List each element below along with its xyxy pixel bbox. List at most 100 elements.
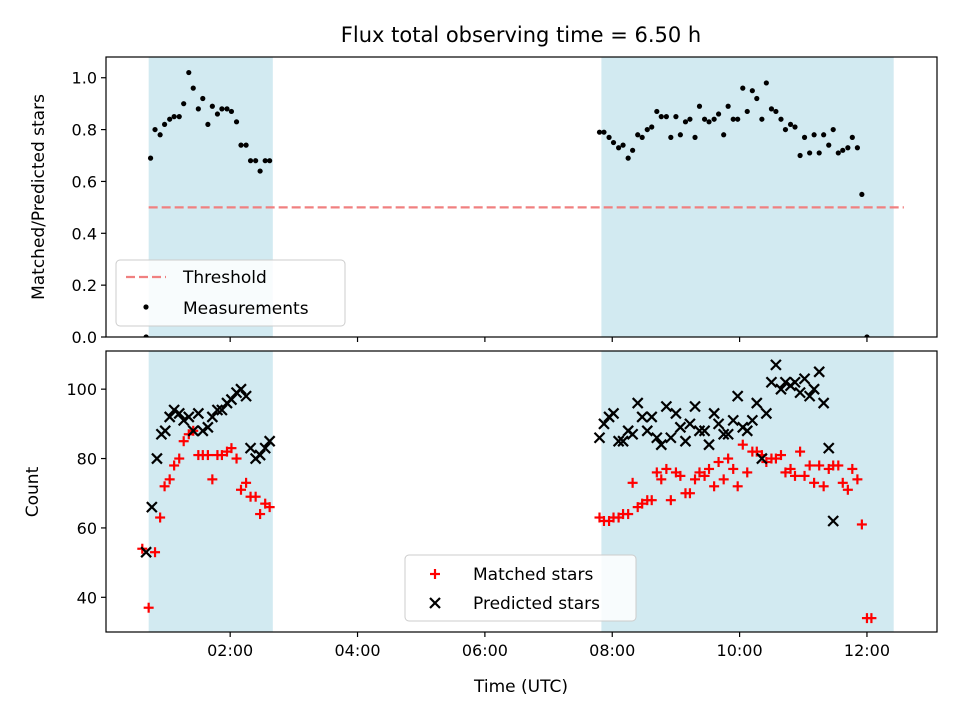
count-point-1-26 xyxy=(263,435,276,447)
ratio-point-0-48 xyxy=(696,103,703,109)
legend-threshold-label: Threshold xyxy=(182,268,267,288)
ratio-point-0-51 xyxy=(711,116,717,122)
x-tick-label-1: 04:00 xyxy=(334,641,380,660)
ratio-point-0-63 xyxy=(768,106,775,112)
count-point-1-61 xyxy=(756,452,768,465)
count-point-0-80 xyxy=(847,463,858,474)
count-point-1-58 xyxy=(741,425,754,437)
count-point-1-48 xyxy=(693,425,706,437)
count-point-0-53 xyxy=(718,474,729,485)
count-point-0-68 xyxy=(789,470,800,481)
count-point-0-56 xyxy=(732,481,743,492)
count-observing-window-1 xyxy=(601,351,894,632)
count-point-0-77 xyxy=(833,460,844,471)
count-point-1-41 xyxy=(660,400,673,413)
count-point-1-53 xyxy=(717,428,730,441)
count-point-1-7 xyxy=(173,407,186,420)
count-point-0-26 xyxy=(264,502,275,513)
bottom-panel: 40 60 80 100 02:00 04:00 06:00 08:00 10:00 12:00 M… xyxy=(66,350,938,660)
x-tick-label-0: 02:00 xyxy=(207,641,253,660)
count-point-1-24 xyxy=(254,449,266,461)
ratio-point-0-7 xyxy=(176,114,182,120)
ratio-point-0-47 xyxy=(692,134,698,140)
ratio-point-0-22 xyxy=(247,158,254,164)
count-point-1-27 xyxy=(593,431,606,444)
ratio-point-0-45 xyxy=(682,119,689,125)
ratio-point-0-56 xyxy=(735,116,741,122)
ratio-point-0-71 xyxy=(807,150,813,156)
ratio-point-0-24 xyxy=(257,168,263,174)
x-tick-label-3: 08:00 xyxy=(589,641,635,660)
count-point-1-22 xyxy=(244,442,257,454)
ratio-point-0-37 xyxy=(644,126,650,133)
count-point-1-49 xyxy=(698,425,711,437)
ratio-point-0-2 xyxy=(152,126,158,133)
ratio-point-0-77 xyxy=(835,150,841,156)
ratio-point-0-78 xyxy=(840,147,846,153)
x-axis-label: Time (UTC) xyxy=(473,677,568,697)
ratio-point-0-15 xyxy=(214,111,221,117)
count-point-0-18 xyxy=(226,443,237,454)
count-point-0-8 xyxy=(178,436,189,447)
count-point-1-50 xyxy=(703,438,715,451)
ratio-point-0-38 xyxy=(649,124,655,130)
legend-matched-label: Matched stars xyxy=(473,565,593,585)
count-point-1-5 xyxy=(163,411,176,423)
ratio-point-0-54 xyxy=(725,103,731,109)
count-point-0-49 xyxy=(699,470,710,481)
count-point-1-52 xyxy=(712,418,725,430)
count-point-0-70 xyxy=(799,470,810,481)
count-point-1-8 xyxy=(177,414,190,427)
count-point-1-42 xyxy=(665,431,677,444)
ratio-point-0-23 xyxy=(253,158,259,164)
ratio-point-0-42 xyxy=(668,134,674,140)
ratio-point-0-50 xyxy=(706,119,712,125)
ratio-point-0-25 xyxy=(262,158,268,164)
ratio-point-0-69 xyxy=(797,152,803,159)
count-point-1-76 xyxy=(827,515,839,527)
ratio-point-0-31 xyxy=(616,145,622,151)
count-point-0-13 xyxy=(202,450,213,461)
count-point-1-35 xyxy=(631,397,644,409)
count-point-0-34 xyxy=(627,477,638,488)
count-point-1-6 xyxy=(168,404,180,416)
count-point-1-74 xyxy=(817,397,830,409)
ratio-plot-area xyxy=(143,57,904,337)
count-point-0-7 xyxy=(174,453,185,464)
ratio-point-0-9 xyxy=(186,69,192,76)
count-point-1-66 xyxy=(779,376,792,389)
ratio-point-0-49 xyxy=(701,116,708,122)
count-point-0-3 xyxy=(155,512,166,523)
ratio-point-0-65 xyxy=(778,116,784,122)
count-point-0-73 xyxy=(814,460,825,471)
count-point-1-64 xyxy=(770,359,782,371)
top-legend: Threshold Measurements xyxy=(115,259,346,327)
count-plot-area xyxy=(137,351,894,632)
ratio-point-0-75 xyxy=(826,142,832,148)
ratio-point-0-41 xyxy=(663,114,669,120)
ratio-point-0-80 xyxy=(849,134,855,140)
ratio-point-0-67 xyxy=(787,121,794,128)
ratio-point-0-36 xyxy=(639,134,645,140)
count-point-0-44 xyxy=(675,470,686,481)
ratio-point-0-72 xyxy=(811,132,817,138)
ratio-point-0-35 xyxy=(635,132,641,138)
count-point-1-43 xyxy=(670,407,682,420)
top-y-axis-label: Matched/Predicted stars xyxy=(29,94,49,300)
ratio-point-0-61 xyxy=(759,116,765,122)
count-point-1-38 xyxy=(645,411,658,423)
ratio-point-0-29 xyxy=(606,134,612,140)
ratio-point-0-33 xyxy=(625,155,631,161)
ratio-point-0-19 xyxy=(233,119,240,125)
x-tick-label-2: 06:00 xyxy=(462,641,508,660)
count-point-0-48 xyxy=(694,467,705,478)
ratio-point-0-62 xyxy=(763,80,769,86)
count-point-0-69 xyxy=(795,446,806,457)
count-point-0-24 xyxy=(255,509,266,520)
ratio-point-0-81 xyxy=(854,145,861,151)
count-point-1-10 xyxy=(187,425,200,437)
ratio-point-0-26 xyxy=(267,158,273,164)
ratio-point-0-52 xyxy=(715,111,722,117)
count-frame xyxy=(105,350,938,633)
count-point-1-34 xyxy=(626,428,639,441)
